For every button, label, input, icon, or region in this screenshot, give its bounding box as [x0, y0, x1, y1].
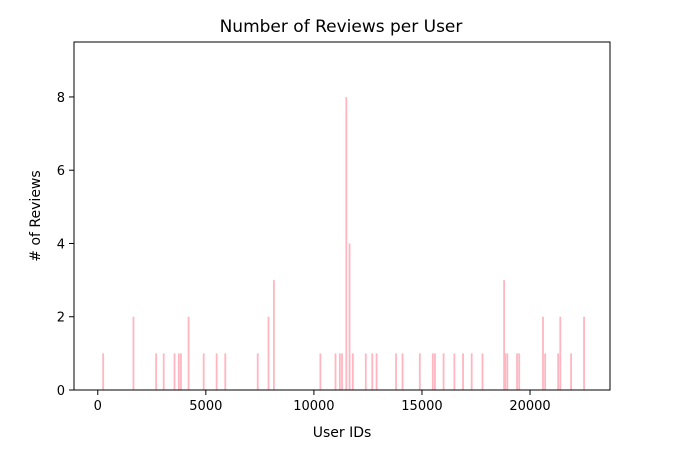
bar — [583, 316, 585, 390]
bar — [132, 316, 135, 390]
y-tick-label: 2 — [57, 311, 65, 326]
x-tick-label: 10000 — [293, 399, 334, 414]
bar — [557, 353, 560, 390]
bar — [518, 353, 521, 390]
bar — [401, 353, 404, 390]
y-tick-label: 0 — [57, 384, 65, 399]
bar — [215, 353, 218, 390]
chart-title: Number of Reviews per User — [220, 17, 463, 37]
bar — [177, 353, 180, 390]
bar — [180, 353, 182, 390]
bar — [544, 353, 547, 390]
bar — [418, 353, 421, 390]
bar — [102, 353, 105, 390]
bar — [345, 96, 348, 390]
x-axis-ticks: 0 5000 10000 15000 20000 — [94, 390, 551, 414]
bar — [504, 353, 507, 390]
bar — [542, 316, 544, 390]
bar — [319, 353, 322, 390]
bar — [395, 353, 397, 390]
y-tick-label: 8 — [57, 91, 65, 106]
y-axis-label: # of Reviews — [28, 170, 44, 261]
bar — [173, 353, 176, 390]
bar — [256, 353, 259, 390]
bar — [334, 353, 337, 390]
bar — [351, 353, 354, 390]
bar — [503, 280, 505, 390]
bar — [338, 353, 341, 390]
bar — [481, 353, 484, 390]
bars-group — [102, 96, 585, 390]
bar — [224, 353, 227, 390]
bar — [155, 353, 158, 390]
bar — [559, 316, 562, 390]
bar — [570, 353, 572, 390]
y-tick-label: 4 — [57, 237, 65, 252]
bar — [341, 353, 343, 390]
bar — [267, 316, 270, 390]
x-tick-label: 15000 — [401, 399, 442, 414]
bar — [202, 353, 205, 390]
bar — [273, 280, 275, 390]
bar — [162, 353, 165, 390]
bar — [506, 353, 509, 390]
y-tick-label: 6 — [57, 164, 65, 179]
bar — [434, 353, 436, 390]
bar — [375, 353, 378, 390]
x-tick-label: 20000 — [509, 399, 550, 414]
bar — [364, 353, 367, 390]
bar — [442, 353, 445, 390]
bar — [516, 353, 518, 390]
bar — [431, 353, 434, 390]
bar — [470, 353, 473, 390]
plot-frame — [73, 41, 611, 391]
bar — [187, 316, 190, 390]
bar — [453, 353, 456, 390]
x-tick-label: 0 — [94, 399, 102, 414]
bar — [462, 353, 464, 390]
x-tick-label: 5000 — [189, 399, 222, 414]
x-axis-label: User IDs — [313, 425, 372, 441]
bar — [371, 353, 374, 390]
bar — [348, 243, 351, 390]
y-axis-ticks: 0 2 4 6 8 — [57, 91, 74, 399]
